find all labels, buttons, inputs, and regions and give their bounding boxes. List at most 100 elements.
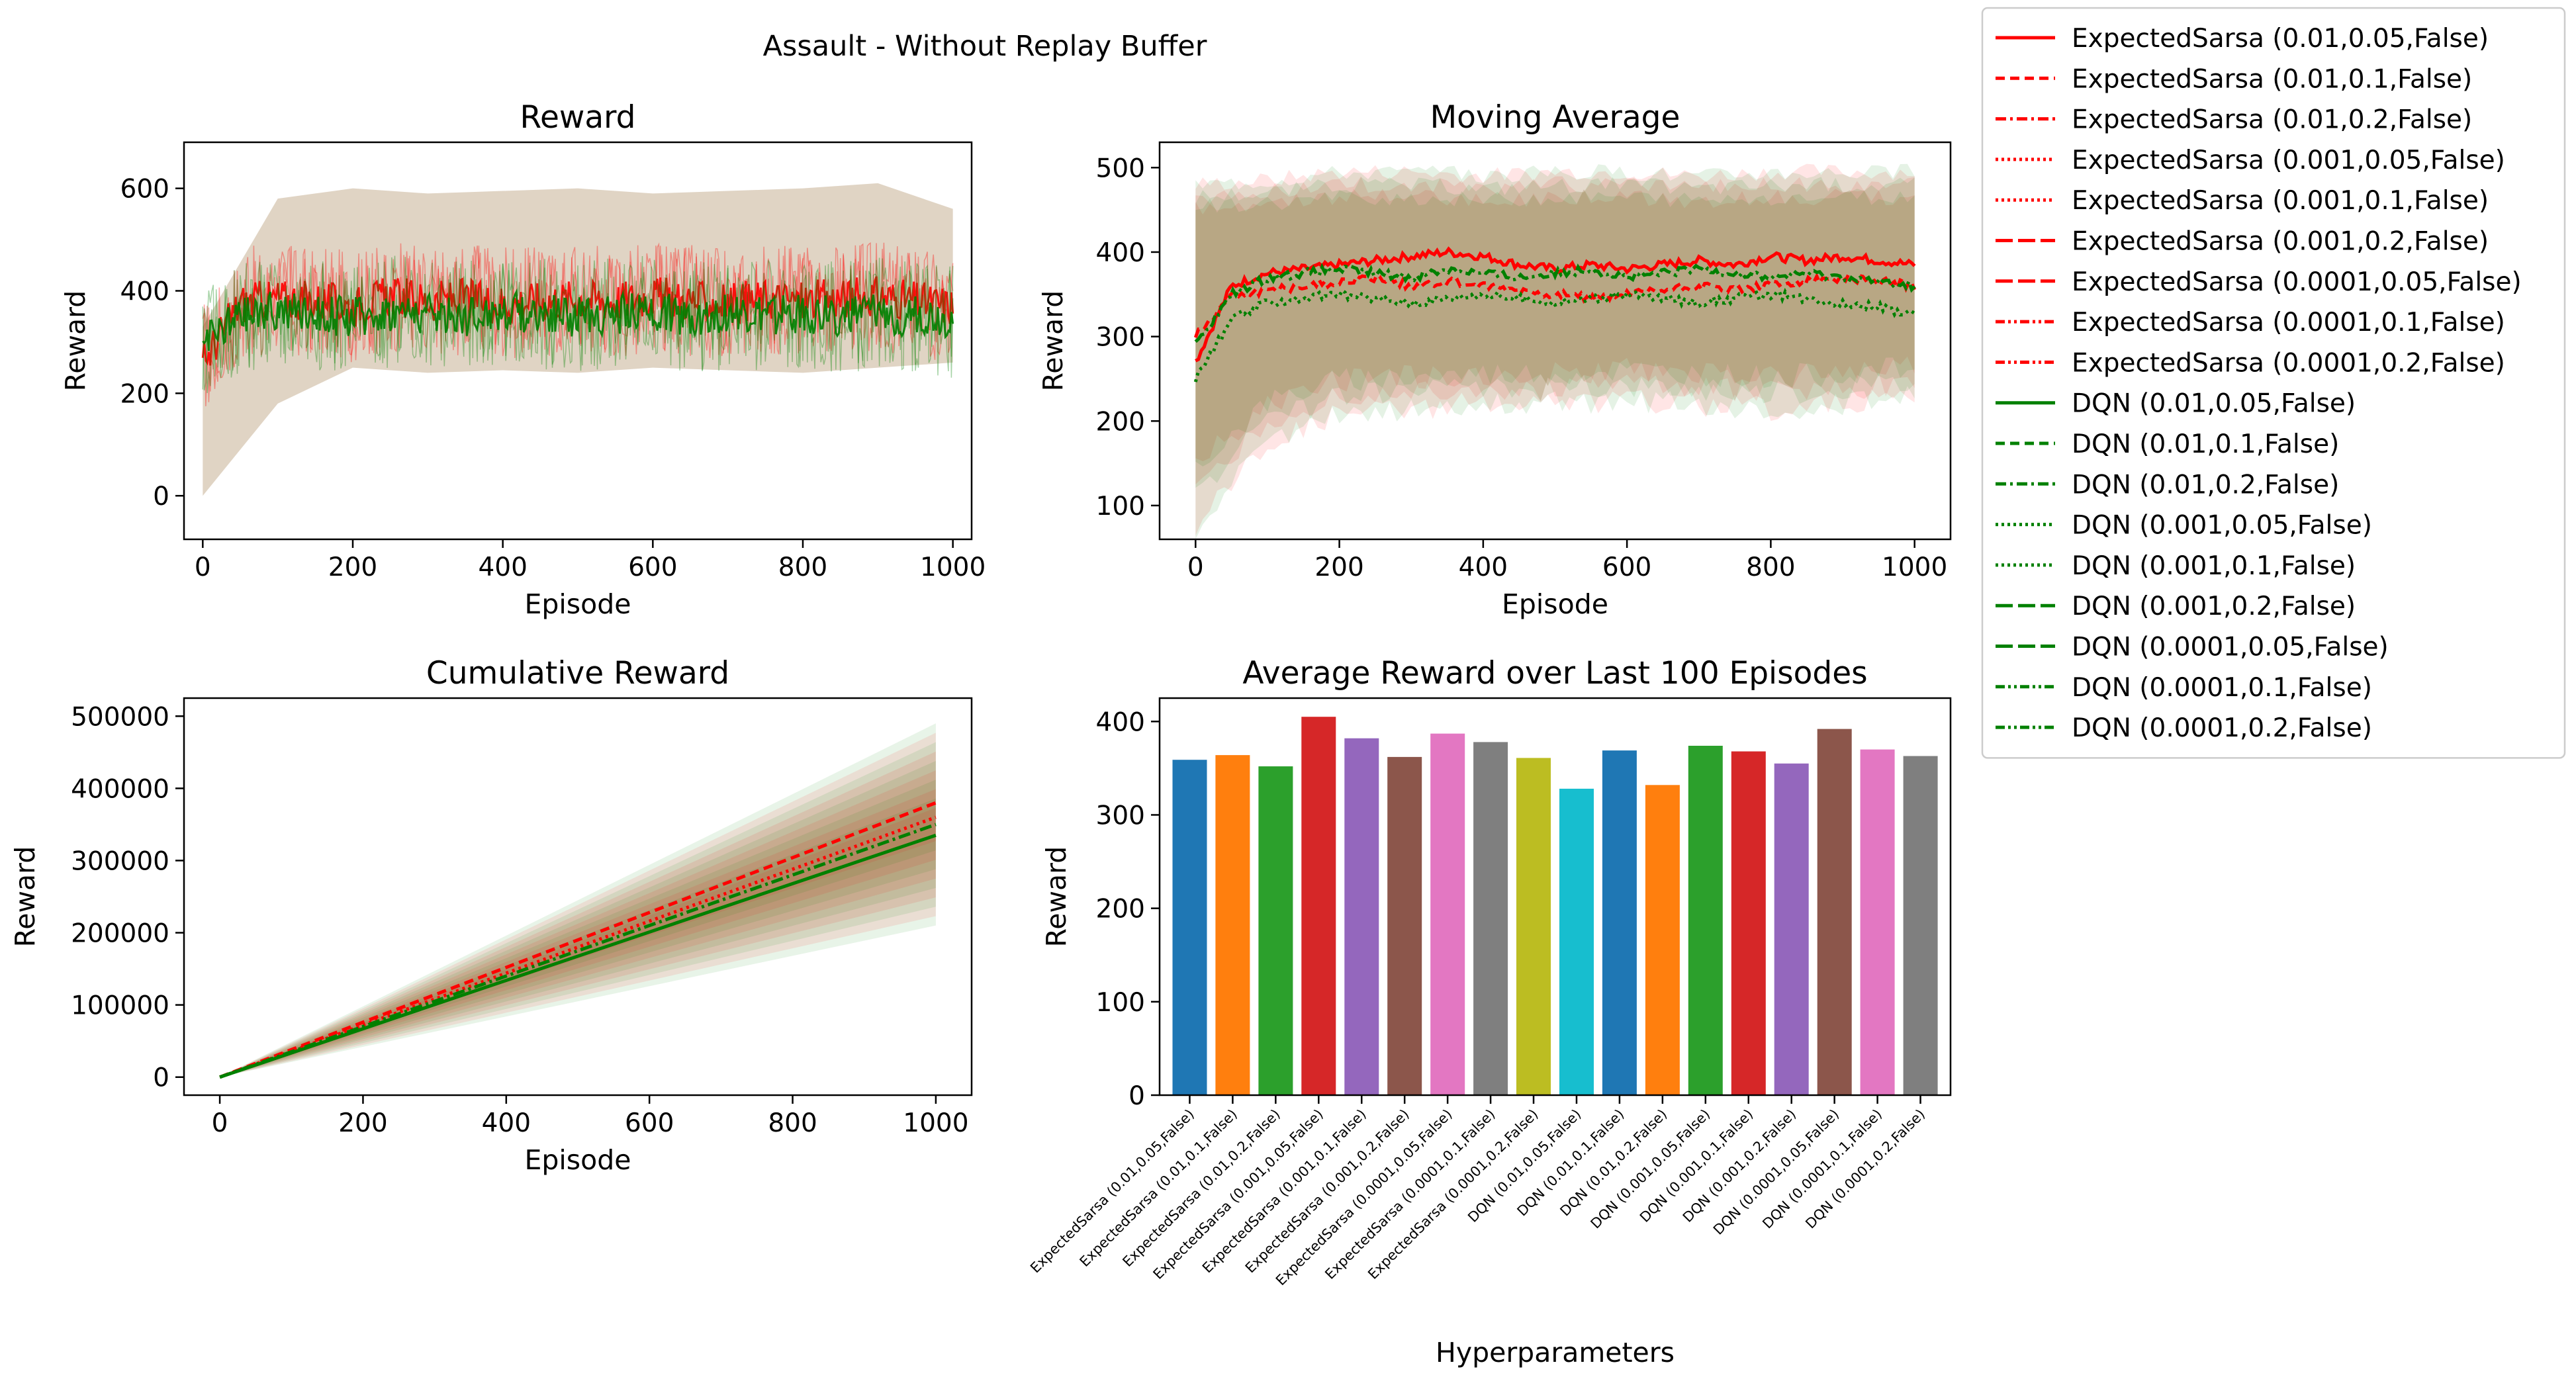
expectedsarsa-moving-average-line [1195, 246, 1916, 363]
plot-area [201, 183, 954, 496]
y-tick-label: 200 [1096, 407, 1145, 437]
x-tick-label: 0 [212, 1108, 228, 1138]
x-tick-label: 800 [778, 553, 827, 582]
legend-box [1981, 7, 2566, 759]
x-tick-label: ExpectedSarsa (0.01,0.1,False) [1077, 1106, 1240, 1270]
x-tick-label: ExpectedSarsa (0.01,0.2,False) [1119, 1106, 1283, 1270]
axes-frame [1158, 141, 1952, 541]
y-axis-label: Reward [1040, 846, 1072, 948]
y-tick-label: 100000 [71, 991, 169, 1021]
y-tick-label: 200 [120, 379, 169, 409]
x-axis-label: Episode [1502, 588, 1608, 620]
bar [1215, 755, 1250, 1095]
x-tick-label: 600 [1602, 553, 1651, 582]
cumulative-variance-band [220, 742, 936, 1077]
bar [1516, 758, 1551, 1095]
x-tick-label: 1000 [1882, 553, 1947, 582]
x-tick-label: 1000 [920, 553, 986, 582]
cumulative-variance-band [220, 723, 936, 1077]
legend-label: DQN (0.0001,0.1,False) [2072, 673, 2372, 703]
legend-label: ExpectedSarsa (0.001,0.2,False) [2072, 227, 2489, 257]
dqn-variance-band [203, 183, 953, 496]
x-tick-label: 0 [195, 553, 211, 582]
expectedsarsa-confidence-band [1195, 176, 1915, 484]
x-axis-label: Episode [524, 1144, 631, 1176]
bar [1860, 749, 1895, 1095]
x-tick-label: 1000 [903, 1108, 968, 1138]
bar [1645, 785, 1680, 1095]
legend-label: ExpectedSarsa (0.001,0.1,False) [2072, 186, 2489, 216]
x-tick-label: 800 [1746, 553, 1795, 582]
x-tick-label: 400 [1459, 553, 1508, 582]
bar [1817, 729, 1852, 1095]
dqn-reward-line [202, 255, 954, 391]
legend-label: ExpectedSarsa (0.0001,0.1,False) [2072, 308, 2505, 337]
cumulative-variance-band [220, 760, 936, 1077]
dqn-cumulative-line [219, 833, 937, 1079]
legend-label: DQN (0.01,0.2,False) [2072, 470, 2339, 500]
cumulative-variance-band [220, 751, 936, 1077]
bar [1430, 733, 1465, 1095]
x-tick-label: 0 [1187, 553, 1204, 582]
legend-label: DQN (0.001,0.05,False) [2072, 511, 2372, 541]
axes-frame [183, 697, 973, 1096]
bar [1903, 756, 1938, 1095]
cumulative-variance-band [220, 807, 936, 1077]
y-tick-label: 400 [1096, 707, 1145, 737]
y-axis-label: Reward [9, 846, 41, 948]
expectedsarsa-moving-average-line [1193, 271, 1916, 338]
y-tick-label: 300 [1096, 801, 1145, 830]
cumulative-variance-band [220, 789, 936, 1077]
x-tick-label: 600 [628, 553, 677, 582]
x-tick-label: 400 [478, 553, 527, 582]
expectedsarsa-variance-band [203, 183, 953, 496]
dqn-cumulative-line [219, 823, 937, 1079]
legend-label: DQN (0.001,0.1,False) [2072, 551, 2356, 581]
x-tick-label: 600 [625, 1108, 674, 1138]
y-tick-label: 400000 [71, 774, 169, 804]
x-tick-label: 200 [338, 1108, 387, 1138]
bar [1602, 750, 1637, 1095]
y-tick-label: 400 [1096, 238, 1145, 268]
x-tick-label: 200 [1314, 553, 1363, 582]
y-tick-label: 100 [1096, 988, 1145, 1018]
chart-title: Cumulative Reward [426, 655, 729, 692]
legend-label: ExpectedSarsa (0.01,0.1,False) [2072, 64, 2472, 94]
bar [1258, 766, 1293, 1095]
legend-label: DQN (0.01,0.05,False) [2072, 389, 2356, 419]
bar [1559, 788, 1594, 1095]
moving-average-chart: 0 200 400 600 800 1000 100 200 300 400 500 Moving A… [1037, 99, 1952, 620]
y-axis-label: Reward [1037, 290, 1069, 392]
legend-label: ExpectedSarsa (0.0001,0.05,False) [2072, 267, 2522, 297]
y-tick-label: 600 [120, 175, 169, 204]
y-tick-label: 300 [1096, 323, 1145, 353]
x-axis-label: Episode [524, 588, 631, 620]
legend-label: DQN (0.0001,0.05,False) [2072, 633, 2389, 662]
bar [1688, 746, 1723, 1095]
expectedsarsa-cumulative-line [219, 815, 937, 1079]
y-tick-label: 300000 [71, 846, 169, 876]
chart-title: Reward [520, 99, 635, 136]
y-tick-label: 200000 [71, 919, 169, 949]
bar [1774, 763, 1809, 1095]
y-tick-label: 500 [1096, 154, 1145, 183]
legend-label: ExpectedSarsa (0.0001,0.2,False) [2072, 348, 2505, 378]
y-tick-label: 200 [1096, 895, 1145, 924]
average-reward-bar-chart: ExpectedSarsa (0.01,0.05,False)ExpectedS… [1027, 655, 1952, 1368]
expectedsarsa-cumulative-line [219, 801, 937, 1079]
y-tick-label: 100 [1096, 492, 1145, 521]
y-tick-label: 0 [153, 1063, 169, 1093]
bar [1473, 742, 1508, 1095]
cumulative-reward-chart: 0 200 400 600 800 1000 0 100000 200000 300000 4000… [9, 655, 973, 1176]
figure-title: Assault - Without Replay Buffer [763, 30, 1207, 63]
legend-label: ExpectedSarsa (0.01,0.05,False) [2072, 24, 2489, 54]
legend-label: DQN (0.001,0.2,False) [2072, 592, 2356, 621]
dqn-moving-average-line [1193, 287, 1916, 382]
bar [1344, 738, 1379, 1095]
axes-frame [183, 141, 973, 541]
chart-title: Average Reward over Last 100 Episodes [1242, 655, 1867, 692]
bar [1387, 756, 1422, 1095]
x-tick-label: 400 [482, 1108, 531, 1138]
legend-label: ExpectedSarsa (0.001,0.05,False) [2072, 146, 2505, 175]
